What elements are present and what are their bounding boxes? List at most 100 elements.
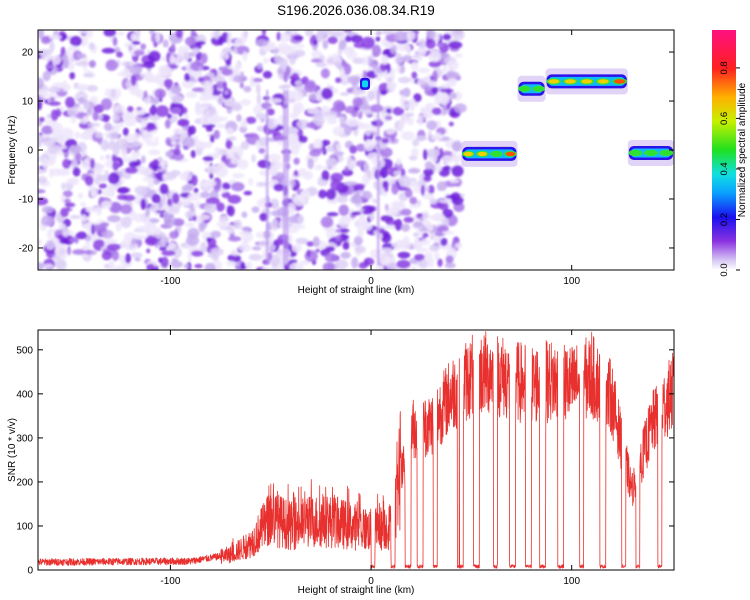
- spec-noise-blob: [386, 108, 392, 114]
- spec-noise-blob: [115, 222, 122, 232]
- spec-noise-blob: [49, 97, 56, 102]
- spec-noise-blob: [122, 172, 132, 180]
- spec-noise-blob: [77, 192, 84, 199]
- spec-noise-blob: [221, 191, 231, 199]
- spec-noise-blob: [70, 145, 82, 154]
- spec-noise-blob: [112, 104, 126, 114]
- spec-noise-blob: [184, 222, 195, 228]
- spec-noise-blob: [255, 83, 261, 95]
- spec-noise-blob: [298, 135, 308, 143]
- spec-noise-blob: [365, 129, 372, 137]
- spec-noise-blob: [344, 46, 355, 52]
- spec-noise-blob: [243, 190, 252, 196]
- spec-noise-blob: [293, 44, 305, 48]
- spec-noise-blob: [56, 234, 64, 240]
- spec-noise-blob: [391, 256, 396, 265]
- spec-noise-blob: [155, 105, 169, 117]
- spec-noise-blob: [432, 70, 438, 83]
- spec-noise-blob: [134, 49, 145, 56]
- spec-noise-blob: [117, 31, 125, 36]
- spec-noise-blob: [178, 45, 190, 54]
- spec-noise-blob: [273, 183, 285, 192]
- spec-noise-blob: [145, 140, 160, 147]
- spec-noise-blob: [444, 262, 456, 269]
- spec-noise-blob: [140, 119, 148, 129]
- spec-noise-blob: [414, 236, 420, 245]
- spec-noise-blob: [306, 241, 315, 247]
- spec-noise-blob: [54, 245, 60, 257]
- spec-noise-blob: [227, 194, 242, 204]
- spec-noise-blob: [251, 206, 260, 213]
- spec-noise-blob: [357, 227, 364, 238]
- spec-noise-blob: [58, 254, 67, 260]
- spec-noise-blob: [414, 253, 426, 261]
- spec-noise-blob: [92, 111, 99, 121]
- spec-noise-blob: [170, 43, 176, 52]
- spec-noise-blob: [448, 121, 454, 127]
- spec-noise-blob: [83, 73, 95, 78]
- spec-noise-blob: [275, 263, 284, 270]
- spec-noise-blob: [346, 51, 358, 60]
- spec-noise-blob: [380, 215, 394, 222]
- track-hotspot: [519, 86, 530, 91]
- spec-noise-blob: [227, 35, 232, 47]
- spec-noise-blob: [259, 212, 268, 222]
- spec-noise-blob: [122, 127, 129, 137]
- spec-noise-blob: [38, 189, 46, 194]
- track-hotspot: [477, 151, 488, 157]
- spec-noise-blob: [105, 154, 111, 160]
- spec-noise-blob: [442, 33, 452, 41]
- spec-noise-blob: [437, 258, 443, 268]
- spec-noise-blob: [164, 119, 171, 129]
- spec-noise-blob: [375, 36, 381, 42]
- spec-noise-blob: [98, 183, 108, 189]
- snr-xlabel: Height of straight line (km): [298, 585, 415, 596]
- spec-noise-blob: [38, 117, 45, 123]
- spec-noise-blob: [222, 81, 227, 92]
- spec-noise-blob: [292, 223, 306, 230]
- spec-noise-blob: [134, 185, 148, 195]
- spec-noise-blob: [424, 161, 433, 170]
- spec-noise-blob: [426, 120, 438, 131]
- spec-noise-blob: [88, 42, 95, 50]
- spec-noise-blob: [248, 177, 254, 186]
- spec-noise-blob: [293, 35, 304, 41]
- spec-noise-blob: [292, 102, 305, 113]
- spec-noise-blob: [133, 213, 145, 223]
- spec-noise-blob: [420, 184, 425, 196]
- spec-noise-blob: [444, 165, 451, 171]
- spec-noise-blob: [158, 257, 163, 264]
- spec-noise-blob: [141, 155, 146, 164]
- spec-noise-blob: [287, 202, 296, 215]
- spec-noise-blob: [448, 41, 463, 49]
- spec-noise-blob: [111, 123, 121, 133]
- spec-noise-blob: [405, 112, 415, 117]
- spec-noise-blob: [231, 182, 245, 192]
- spec-noise-blob: [149, 218, 160, 223]
- spec-noise-blob: [132, 142, 144, 147]
- spec-noise-blob: [183, 113, 189, 120]
- track-hotspot: [581, 79, 593, 84]
- spec-noise-blob: [212, 113, 220, 123]
- spec-noise-blob: [185, 63, 191, 72]
- spec-noise-blob: [409, 196, 418, 205]
- spec-noise-blob: [167, 198, 173, 207]
- spec-noise-blob: [422, 232, 429, 238]
- spec-noise-blob: [386, 80, 397, 91]
- spec-noise-blob: [196, 214, 211, 221]
- spec-noise-blob: [454, 53, 463, 58]
- spec-noise-blob: [273, 160, 283, 170]
- spec-noise-blob: [394, 30, 408, 42]
- spec-noise-blob: [436, 42, 445, 48]
- spec-noise-blob: [241, 211, 248, 218]
- spec-noise-blob: [131, 151, 141, 158]
- spec-noise-blob: [321, 139, 331, 147]
- spec-noise-blob: [50, 109, 59, 122]
- spec-noise-blob: [88, 60, 96, 68]
- spec-noise-streak: [266, 90, 269, 265]
- spec-noise-blob: [266, 117, 278, 130]
- spec-noise-blob: [378, 228, 385, 234]
- spec-noise-streak: [377, 90, 380, 265]
- spec-noise-blob: [194, 103, 202, 116]
- spec-noise-blob: [426, 148, 440, 158]
